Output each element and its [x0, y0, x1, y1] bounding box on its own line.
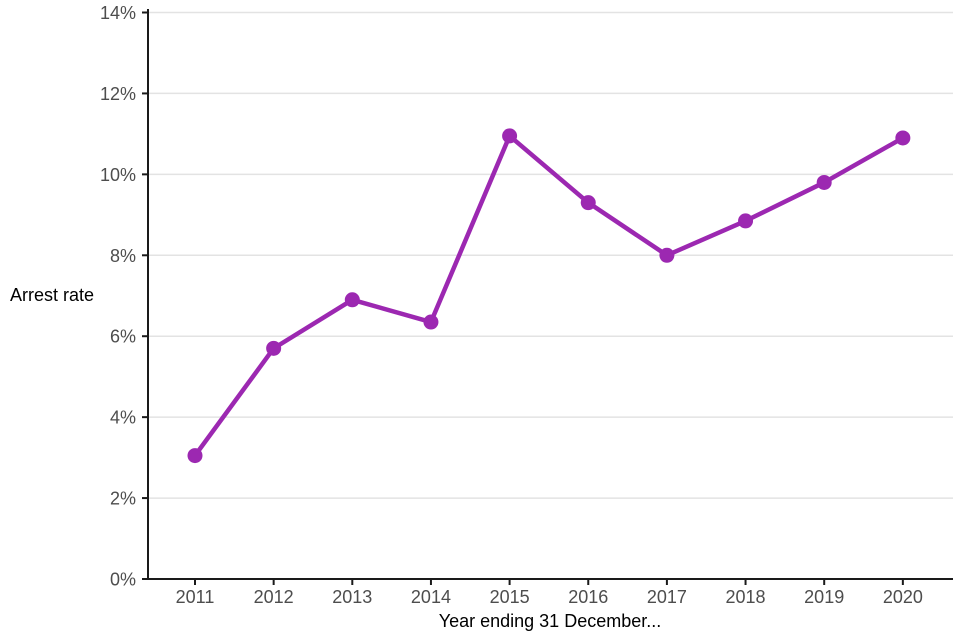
- data-point: [738, 213, 754, 229]
- data-point: [266, 340, 282, 356]
- y-tick-label: 0%: [110, 570, 136, 590]
- x-tick-label: 2016: [568, 587, 608, 607]
- y-tick-label: 10%: [100, 165, 136, 185]
- data-point: [580, 195, 596, 211]
- y-tick-label: 2%: [110, 489, 136, 509]
- data-point: [187, 448, 203, 464]
- x-tick-label: 2014: [411, 587, 451, 607]
- y-tick-label: 8%: [110, 246, 136, 266]
- data-point: [344, 292, 360, 308]
- x-tick-label: 2012: [254, 587, 294, 607]
- x-tick-label: 2013: [332, 587, 372, 607]
- y-tick-label: 14%: [100, 3, 136, 23]
- gridlines: [148, 11, 953, 499]
- tick-labels: 0% 2% 4% 6% 8% 10% 12% 14% 2011 2012 2013 2014 2015 2…: [100, 3, 923, 607]
- x-tick-label: 2020: [883, 587, 923, 607]
- x-tick-label: 2018: [726, 587, 766, 607]
- series: [187, 128, 911, 464]
- data-point: [895, 130, 911, 146]
- x-tick-label: 2019: [804, 587, 844, 607]
- y-axis-title: Arrest rate: [10, 285, 94, 305]
- data-point: [423, 314, 439, 330]
- y-tick-label: 12%: [100, 84, 136, 104]
- x-tick-label: 2017: [647, 587, 687, 607]
- x-axis-title: Year ending 31 December...: [439, 611, 662, 631]
- series-line: [192, 133, 906, 458]
- data-point: [816, 174, 832, 190]
- axes: [142, 9, 953, 585]
- data-point: [659, 247, 675, 263]
- y-tick-label: 6%: [110, 327, 136, 347]
- x-tick-label: 2015: [490, 587, 530, 607]
- y-tick-label: 4%: [110, 408, 136, 428]
- data-point: [502, 128, 518, 144]
- x-tick-label: 2011: [176, 587, 215, 607]
